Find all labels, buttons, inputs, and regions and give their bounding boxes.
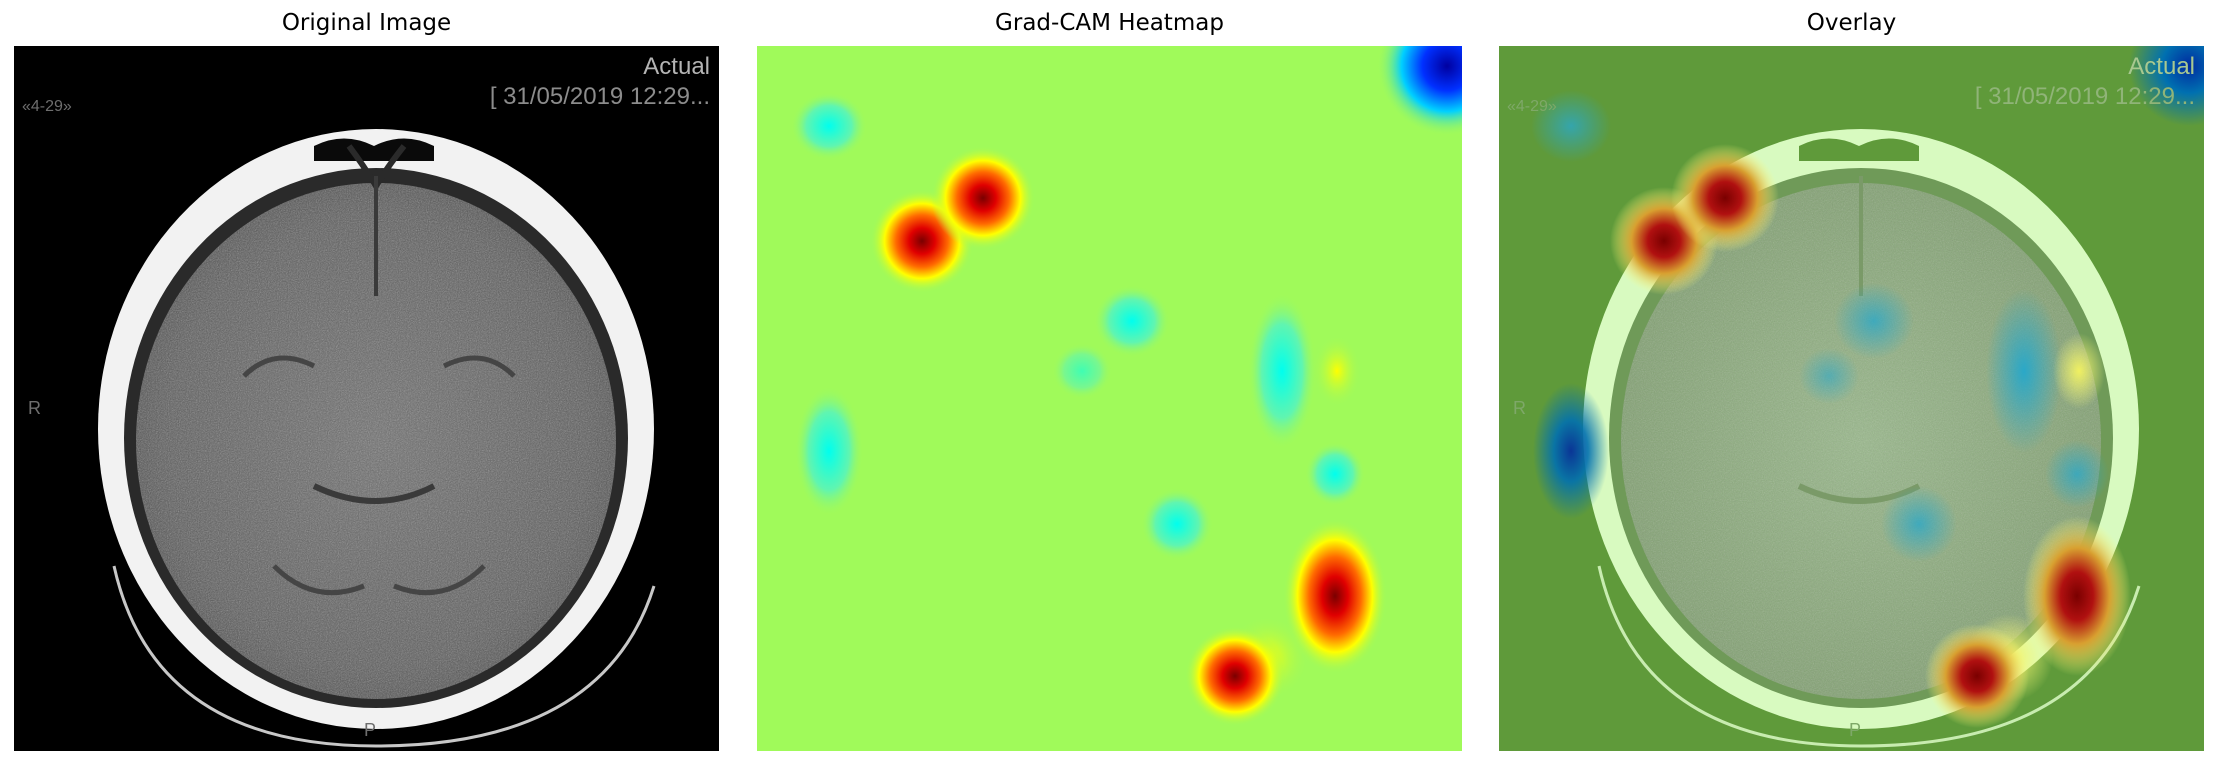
original-image: Actual [ 31/05/2019 12:29... «4-29» R P [14,46,719,751]
overlay-left-marker: R [1513,398,1526,418]
ct-corner-label: Actual [643,53,710,80]
overlay-bottom-marker: P [1849,720,1861,740]
ct-bottom-marker: P [364,720,376,740]
overlay-svg: Actual [ 31/05/2019 12:29... «4-29» R P [1499,46,2204,751]
original-image-panel: Original Image [14,0,719,765]
overlay-image: Actual [ 31/05/2019 12:29... «4-29» R P [1499,46,2204,751]
ct-left-marker: R [28,398,41,418]
overlay-title: Overlay [1806,10,1897,36]
ct-slice-marker: «4-29» [22,98,72,115]
overlay-slice-marker: «4-29» [1507,98,1557,115]
overlay-panel: Overlay [1499,0,2204,765]
gradcam-heatmap [757,46,1462,751]
ct-timestamp: [ 31/05/2019 12:29... [490,83,710,110]
heatmap-panel: Grad-CAM Heatmap [757,0,1462,765]
original-image-title: Original Image [281,10,452,36]
heatmap-title: Grad-CAM Heatmap [995,10,1224,36]
overlay-corner-label: Actual [2128,53,2195,80]
overlay-timestamp: [ 31/05/2019 12:29... [1975,83,2195,110]
heatmap-image [757,46,1462,751]
cold-region [1377,46,1462,136]
ct-scan-image: Actual [ 31/05/2019 12:29... «4-29» R P [14,46,719,751]
